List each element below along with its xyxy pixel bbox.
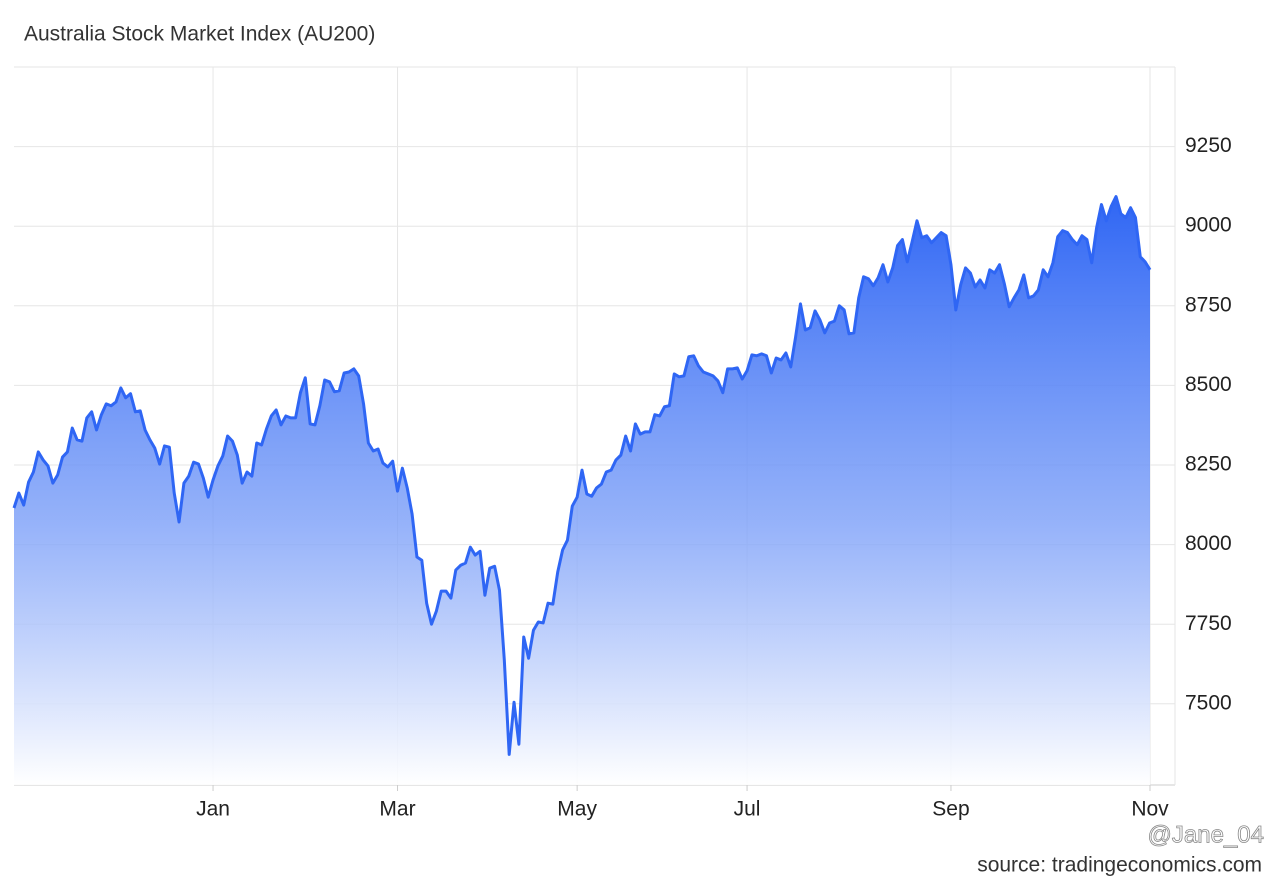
source: source: tradingeconomics.com (977, 854, 1262, 877)
y-tick-label: 9000 (1185, 214, 1232, 237)
y-tick-label: 8750 (1185, 293, 1232, 316)
y-tick-label: 8500 (1185, 373, 1232, 396)
x-tick-label: Jul (734, 798, 761, 821)
line (12, 195, 1152, 756)
y-tick-label: 9250 (1185, 134, 1232, 157)
y-tick-label: 7750 (1185, 612, 1232, 635)
y-tick-label: 8250 (1185, 453, 1232, 476)
x-tick-label: May (557, 798, 597, 821)
y-tick-label: 7500 (1185, 691, 1232, 714)
y-tick-label: 8000 (1185, 532, 1232, 555)
watermark: @Jane_04 (1148, 821, 1264, 848)
x-tick-label: Nov (1131, 798, 1169, 821)
chart-title: Australia Stock Market Index (AU200) (24, 23, 375, 46)
x-tick-label: Jan (196, 798, 230, 821)
x-tick-label: Sep (932, 798, 969, 821)
area (14, 196, 1150, 786)
x-tick-label: Mar (379, 798, 415, 821)
